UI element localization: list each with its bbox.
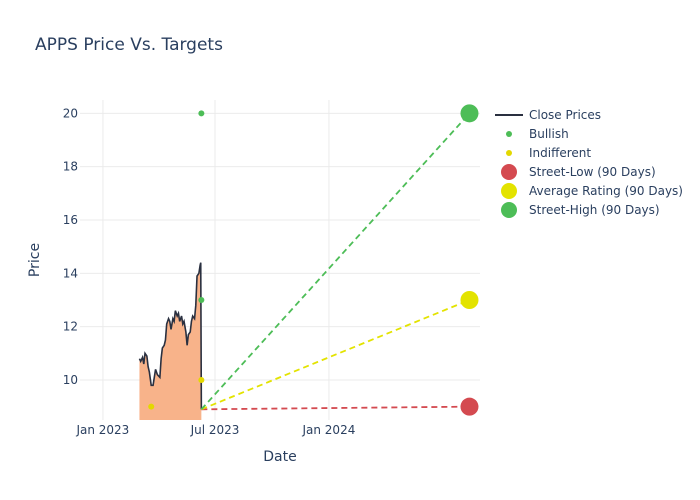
legend-swatch-street-high xyxy=(501,202,517,218)
indifferent-rating-point xyxy=(198,377,205,383)
legend-swatch-street-low xyxy=(501,164,517,180)
y-tick-label: 20 xyxy=(63,106,78,120)
legend-label: Street-High (90 Days) xyxy=(529,203,660,217)
x-axis-ticks: Jan 2023 Jul 2023 Jan 2024 xyxy=(75,423,355,437)
street-low-target-line xyxy=(201,405,470,411)
average-rating-target-line xyxy=(201,299,470,411)
grid-layer xyxy=(80,100,480,420)
indifferent-rating-point xyxy=(148,403,155,410)
y-tick-label: 10 xyxy=(63,373,78,387)
y-tick-label: 18 xyxy=(63,160,78,174)
y-tick-label: 12 xyxy=(63,320,78,334)
bullish-rating-point xyxy=(198,297,205,303)
y-tick-label: 14 xyxy=(63,266,78,280)
plot-layer xyxy=(138,104,479,420)
y-axis-title: Price xyxy=(27,243,43,277)
y-tick-label: 16 xyxy=(63,213,78,227)
legend-swatch-average-rating xyxy=(501,183,517,199)
legend-swatch-bullish xyxy=(506,131,512,137)
legend: Close Prices Bullish Indifferent Street-Low… xyxy=(495,108,683,218)
legend-swatch-indifferent xyxy=(506,150,512,156)
street-low-target-marker xyxy=(460,397,479,416)
x-tick-label: Jul 2023 xyxy=(190,423,240,437)
x-axis-title: Date xyxy=(263,449,296,465)
x-tick-label: Jan 2024 xyxy=(301,423,355,437)
average-rating-target-marker xyxy=(460,291,479,309)
chart-title: APPS Price Vs. Targets xyxy=(35,35,223,55)
legend-label: Street-Low (90 Days) xyxy=(529,165,656,179)
street-high-target-marker xyxy=(460,104,479,123)
legend-label: Close Prices xyxy=(529,108,601,122)
legend-label: Average Rating (90 Days) xyxy=(529,184,683,198)
legend-label: Indifferent xyxy=(529,146,591,160)
close-price-area xyxy=(139,262,202,420)
legend-label: Bullish xyxy=(529,127,569,141)
close-price-line xyxy=(138,262,203,410)
street-high-target-line xyxy=(200,112,471,410)
x-tick-label: Jan 2023 xyxy=(75,423,129,437)
y-axis-ticks: 10 12 14 16 18 20 xyxy=(63,106,78,387)
bullish-rating-point xyxy=(198,110,205,117)
